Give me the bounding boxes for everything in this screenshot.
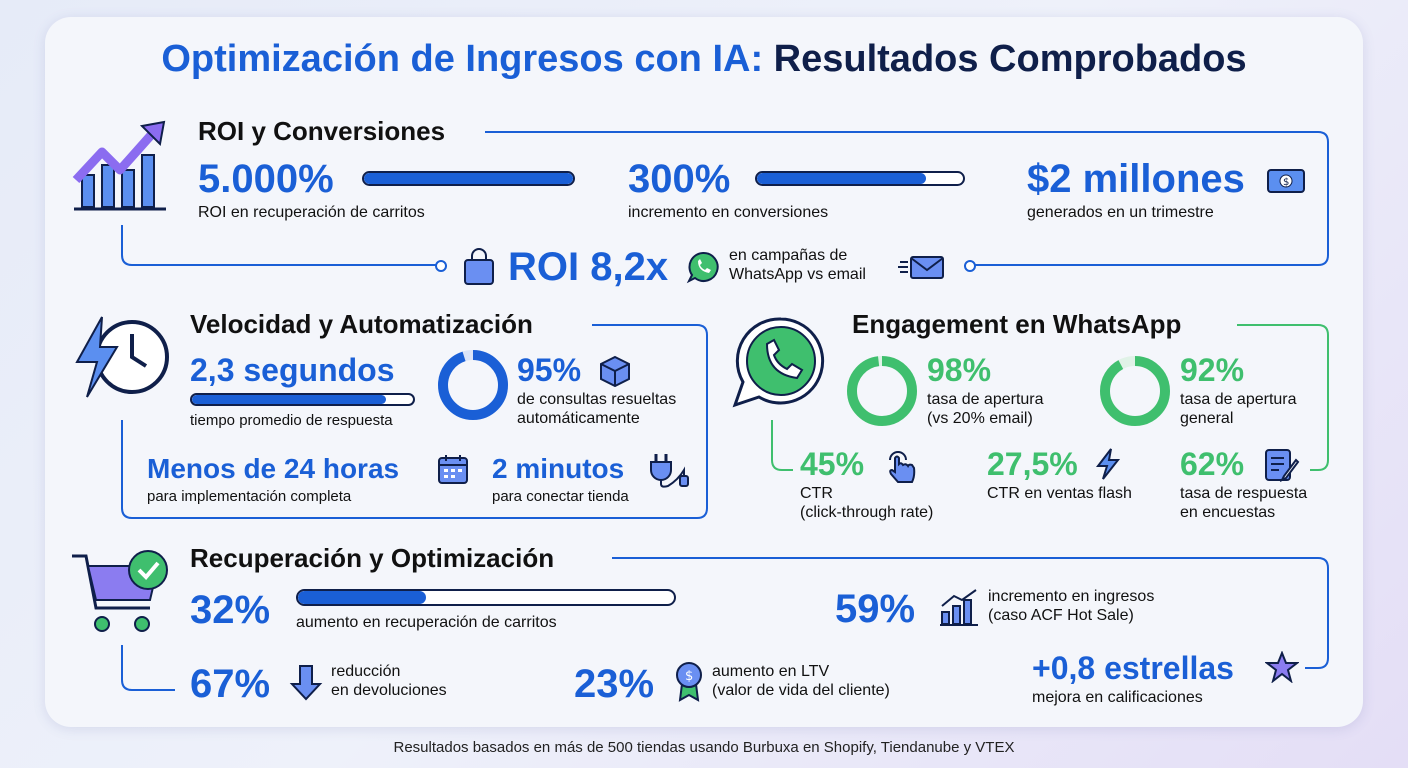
progress-bar-cart-recovery (296, 589, 676, 606)
shopping-bag-icon (464, 248, 494, 285)
donut-fill (847, 356, 917, 426)
stat-cart-recovery-label: aumento en recuperación de carritos (296, 614, 557, 631)
stat-conversion-label: incremento en conversiones (628, 204, 829, 221)
growth-chart-icon (72, 120, 166, 211)
donut-open-rate (847, 356, 917, 426)
roi-highlight-value: ROI 8,2x (508, 245, 669, 289)
star-icon (1265, 651, 1299, 683)
stat-survey-label: tasa de respuesta en encuestas (1180, 485, 1308, 521)
stat-implementation-value: Menos de 24 horas (147, 453, 400, 484)
whatsapp-icon (686, 251, 719, 284)
stat-rating-label: mejora en calificaciones (1032, 689, 1203, 706)
stat-ltv-label: aumento en LTV (valor de vida del cliente… (712, 663, 890, 699)
cart-check-icon (72, 550, 168, 632)
donut-fill (1100, 356, 1170, 426)
stat-conversion-value: 300% (628, 157, 731, 201)
stat-ltv-value: 23% (574, 662, 655, 706)
lightning-icon (1095, 448, 1121, 480)
page-title: Optimización de Ingresos con IA: Resulta… (0, 38, 1408, 81)
stat-response-value: 2,3 segundos (190, 352, 395, 388)
package-icon (600, 355, 630, 387)
stat-revenue-value: $2 millones (1027, 157, 1245, 201)
email-icon (898, 256, 944, 279)
stat-revenue-increase-value: 59% (835, 587, 916, 631)
title-highlight: Optimización de Ingresos con IA: (161, 38, 764, 80)
stat-open-rate-value: 98% (927, 352, 992, 388)
progress-fill (298, 591, 426, 604)
clock-lightning-icon (75, 316, 169, 398)
progress-fill (364, 173, 573, 184)
stat-ctr-label: CTR (click-through rate) (800, 485, 934, 521)
footer-note: Resultados basados en más de 500 tiendas… (393, 739, 1015, 756)
calendar-icon (438, 455, 468, 484)
progress-bar-response (190, 393, 415, 406)
roi-highlight-desc: en campañas de WhatsApp vs email (729, 247, 866, 283)
donut-general-open-rate (1100, 356, 1170, 426)
donut-fill (438, 350, 508, 420)
tap-hand-icon (889, 451, 916, 483)
stat-general-open-label: tasa de apertura general (1180, 391, 1297, 427)
stat-roi-value: 5.000% (198, 157, 334, 201)
section-heading-roi: ROI y Conversiones (198, 116, 446, 146)
progress-bar-conversion (755, 171, 965, 186)
stat-roi-label: ROI en recuperación de carritos (198, 204, 425, 221)
section-heading-recovery: Recuperación y Optimización (190, 543, 555, 573)
stat-ctr-value: 45% (800, 446, 865, 482)
arrow-down-icon (289, 665, 323, 701)
section-heading-speed: Velocidad y Automatización (190, 309, 533, 339)
stat-implementation-label: para implementación completa (147, 488, 352, 505)
whatsapp-logo-icon (732, 317, 825, 408)
stat-returns-label: reducción en devoluciones (331, 663, 447, 699)
svg-text:$: $ (685, 669, 693, 684)
progress-fill (757, 173, 926, 184)
stat-connect-value: 2 minutos (492, 453, 625, 484)
stat-connect-label: para conectar tienda (492, 488, 629, 505)
stat-flash-value: 27,5% (987, 446, 1078, 482)
stat-rating-value: +0,8 estrellas (1032, 650, 1234, 686)
donut-automation (438, 350, 508, 420)
infographic-card (45, 17, 1363, 727)
svg-text:$: $ (1283, 177, 1289, 188)
stat-automation-label: de consultas resueltas automáticamente (517, 391, 677, 427)
stat-automation-value: 95% (517, 352, 582, 388)
title-rest: Resultados Comprobados (773, 38, 1247, 80)
medal-icon: $ (676, 662, 702, 702)
progress-bar-roi (362, 171, 575, 186)
stat-response-label: tiempo promedio de respuesta (190, 412, 393, 429)
stat-flash-label: CTR en ventas flash (987, 485, 1132, 502)
stat-general-open-value: 92% (1180, 352, 1245, 388)
progress-fill (192, 395, 387, 404)
stat-survey-value: 62% (1180, 446, 1245, 482)
survey-form-icon (1265, 449, 1300, 482)
money-icon: $ (1267, 169, 1305, 193)
plug-icon (650, 454, 689, 488)
section-heading-whatsapp: Engagement en WhatsApp (852, 309, 1182, 339)
bar-chart-icon (940, 589, 978, 626)
stat-returns-value: 67% (190, 662, 271, 706)
stat-open-rate-label: tasa de apertura (vs 20% email) (927, 391, 1044, 427)
stat-cart-recovery-value: 32% (190, 588, 271, 632)
stat-revenue-increase-label: incremento en ingresos (caso ACF Hot Sale… (988, 588, 1155, 624)
stat-revenue-label: generados en un trimestre (1027, 204, 1214, 221)
